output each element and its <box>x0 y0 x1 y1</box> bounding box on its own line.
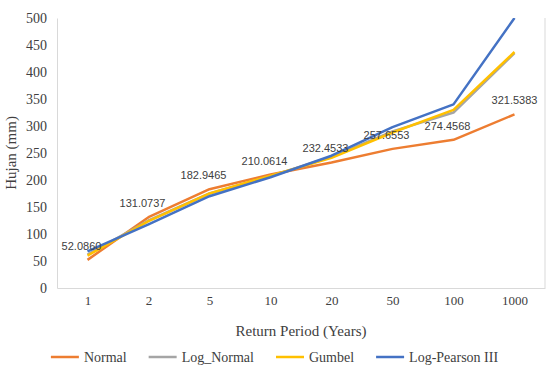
y-tick-label: 0 <box>40 281 47 296</box>
x-tick: 100 <box>444 288 464 308</box>
y-tick-label: 350 <box>26 92 47 107</box>
y-axis-line <box>57 19 58 289</box>
x-tick: 20 <box>326 288 339 308</box>
y-tick-label: 100 <box>26 227 47 242</box>
y-tick: 200 <box>26 173 57 188</box>
legend-swatch <box>149 356 177 359</box>
x-axis-line <box>58 288 546 289</box>
x-tick: 1 <box>85 288 92 308</box>
y-tick: 400 <box>26 65 57 80</box>
series-line <box>88 52 515 256</box>
legend-item: Gumbel <box>276 350 354 365</box>
y-tick: 500 <box>26 11 57 26</box>
y-tick-label: 150 <box>26 200 47 215</box>
y-tick-label: 500 <box>26 11 47 26</box>
x-tick: 5 <box>207 288 214 308</box>
legend-label: Log-Pearson III <box>409 350 498 365</box>
series-line <box>88 114 515 260</box>
legend-swatch <box>51 356 79 359</box>
x-tick-label: 20 <box>326 293 339 308</box>
data-label: 210.0614 <box>242 155 288 167</box>
plot-frame <box>545 18 546 288</box>
data-label: 274.4568 <box>425 120 471 132</box>
x-tick: 10 <box>265 288 278 308</box>
data-label: 182.9465 <box>181 169 227 181</box>
legend-swatch <box>276 356 304 359</box>
x-tick-label: 1 <box>85 293 92 308</box>
data-labels: 52.0860 131.0737 182.9465 210.0614 232.4533 2… <box>62 94 538 252</box>
x-tick-label: 1000 <box>502 293 528 308</box>
series-line <box>88 18 515 251</box>
plot-area <box>88 18 515 260</box>
x-tick: 1000 <box>502 288 528 308</box>
x-axis: 1 2 5 10 20 50 100 1000 <box>58 288 546 308</box>
x-tick-label: 10 <box>265 293 278 308</box>
legend-label: Gumbel <box>309 350 354 365</box>
legend-label: Log_Normal <box>182 350 254 365</box>
y-tick: 250 <box>26 146 57 161</box>
y-tick: 350 <box>26 92 57 107</box>
legend: Normal Log_Normal Gumbel Log-Pearson III <box>51 350 499 365</box>
x-tick-label: 2 <box>146 293 153 308</box>
y-tick: 0 <box>40 281 57 296</box>
y-axis-title: Hujan (mm) <box>3 116 20 190</box>
x-tick: 50 <box>387 288 400 308</box>
y-axis: 0 50 100 150 200 250 300 350 400 450 500 <box>26 11 58 296</box>
data-label: 321.5383 <box>492 94 538 106</box>
data-label: 52.0860 <box>62 240 102 252</box>
y-tick: 450 <box>26 38 57 53</box>
y-tick-label: 50 <box>33 254 47 269</box>
y-tick-label: 200 <box>26 173 47 188</box>
x-tick-label: 5 <box>207 293 214 308</box>
y-tick-label: 300 <box>26 119 47 134</box>
x-tick: 2 <box>146 288 153 308</box>
legend-label: Normal <box>84 350 127 365</box>
y-tick: 300 <box>26 119 57 134</box>
x-tick-label: 100 <box>444 293 464 308</box>
legend-item: Log-Pearson III <box>376 350 498 365</box>
data-label: 131.0737 <box>120 197 166 209</box>
legend-item: Log_Normal <box>149 350 254 365</box>
y-tick-label: 250 <box>26 146 47 161</box>
y-tick-label: 400 <box>26 65 47 80</box>
data-label: 257.6553 <box>364 129 410 141</box>
y-tick-label: 450 <box>26 38 47 53</box>
y-tick: 50 <box>33 254 57 269</box>
data-label: 232.4533 <box>303 142 349 154</box>
legend-swatch <box>376 356 404 359</box>
series-line <box>88 53 515 254</box>
chart: 0501001502002503003504004505001251020501… <box>0 0 549 371</box>
legend-item: Normal <box>51 350 127 365</box>
y-tick: 150 <box>26 200 57 215</box>
y-tick: 100 <box>26 227 57 242</box>
x-axis-title: Return Period (Years) <box>236 323 367 340</box>
x-tick-label: 50 <box>387 293 400 308</box>
